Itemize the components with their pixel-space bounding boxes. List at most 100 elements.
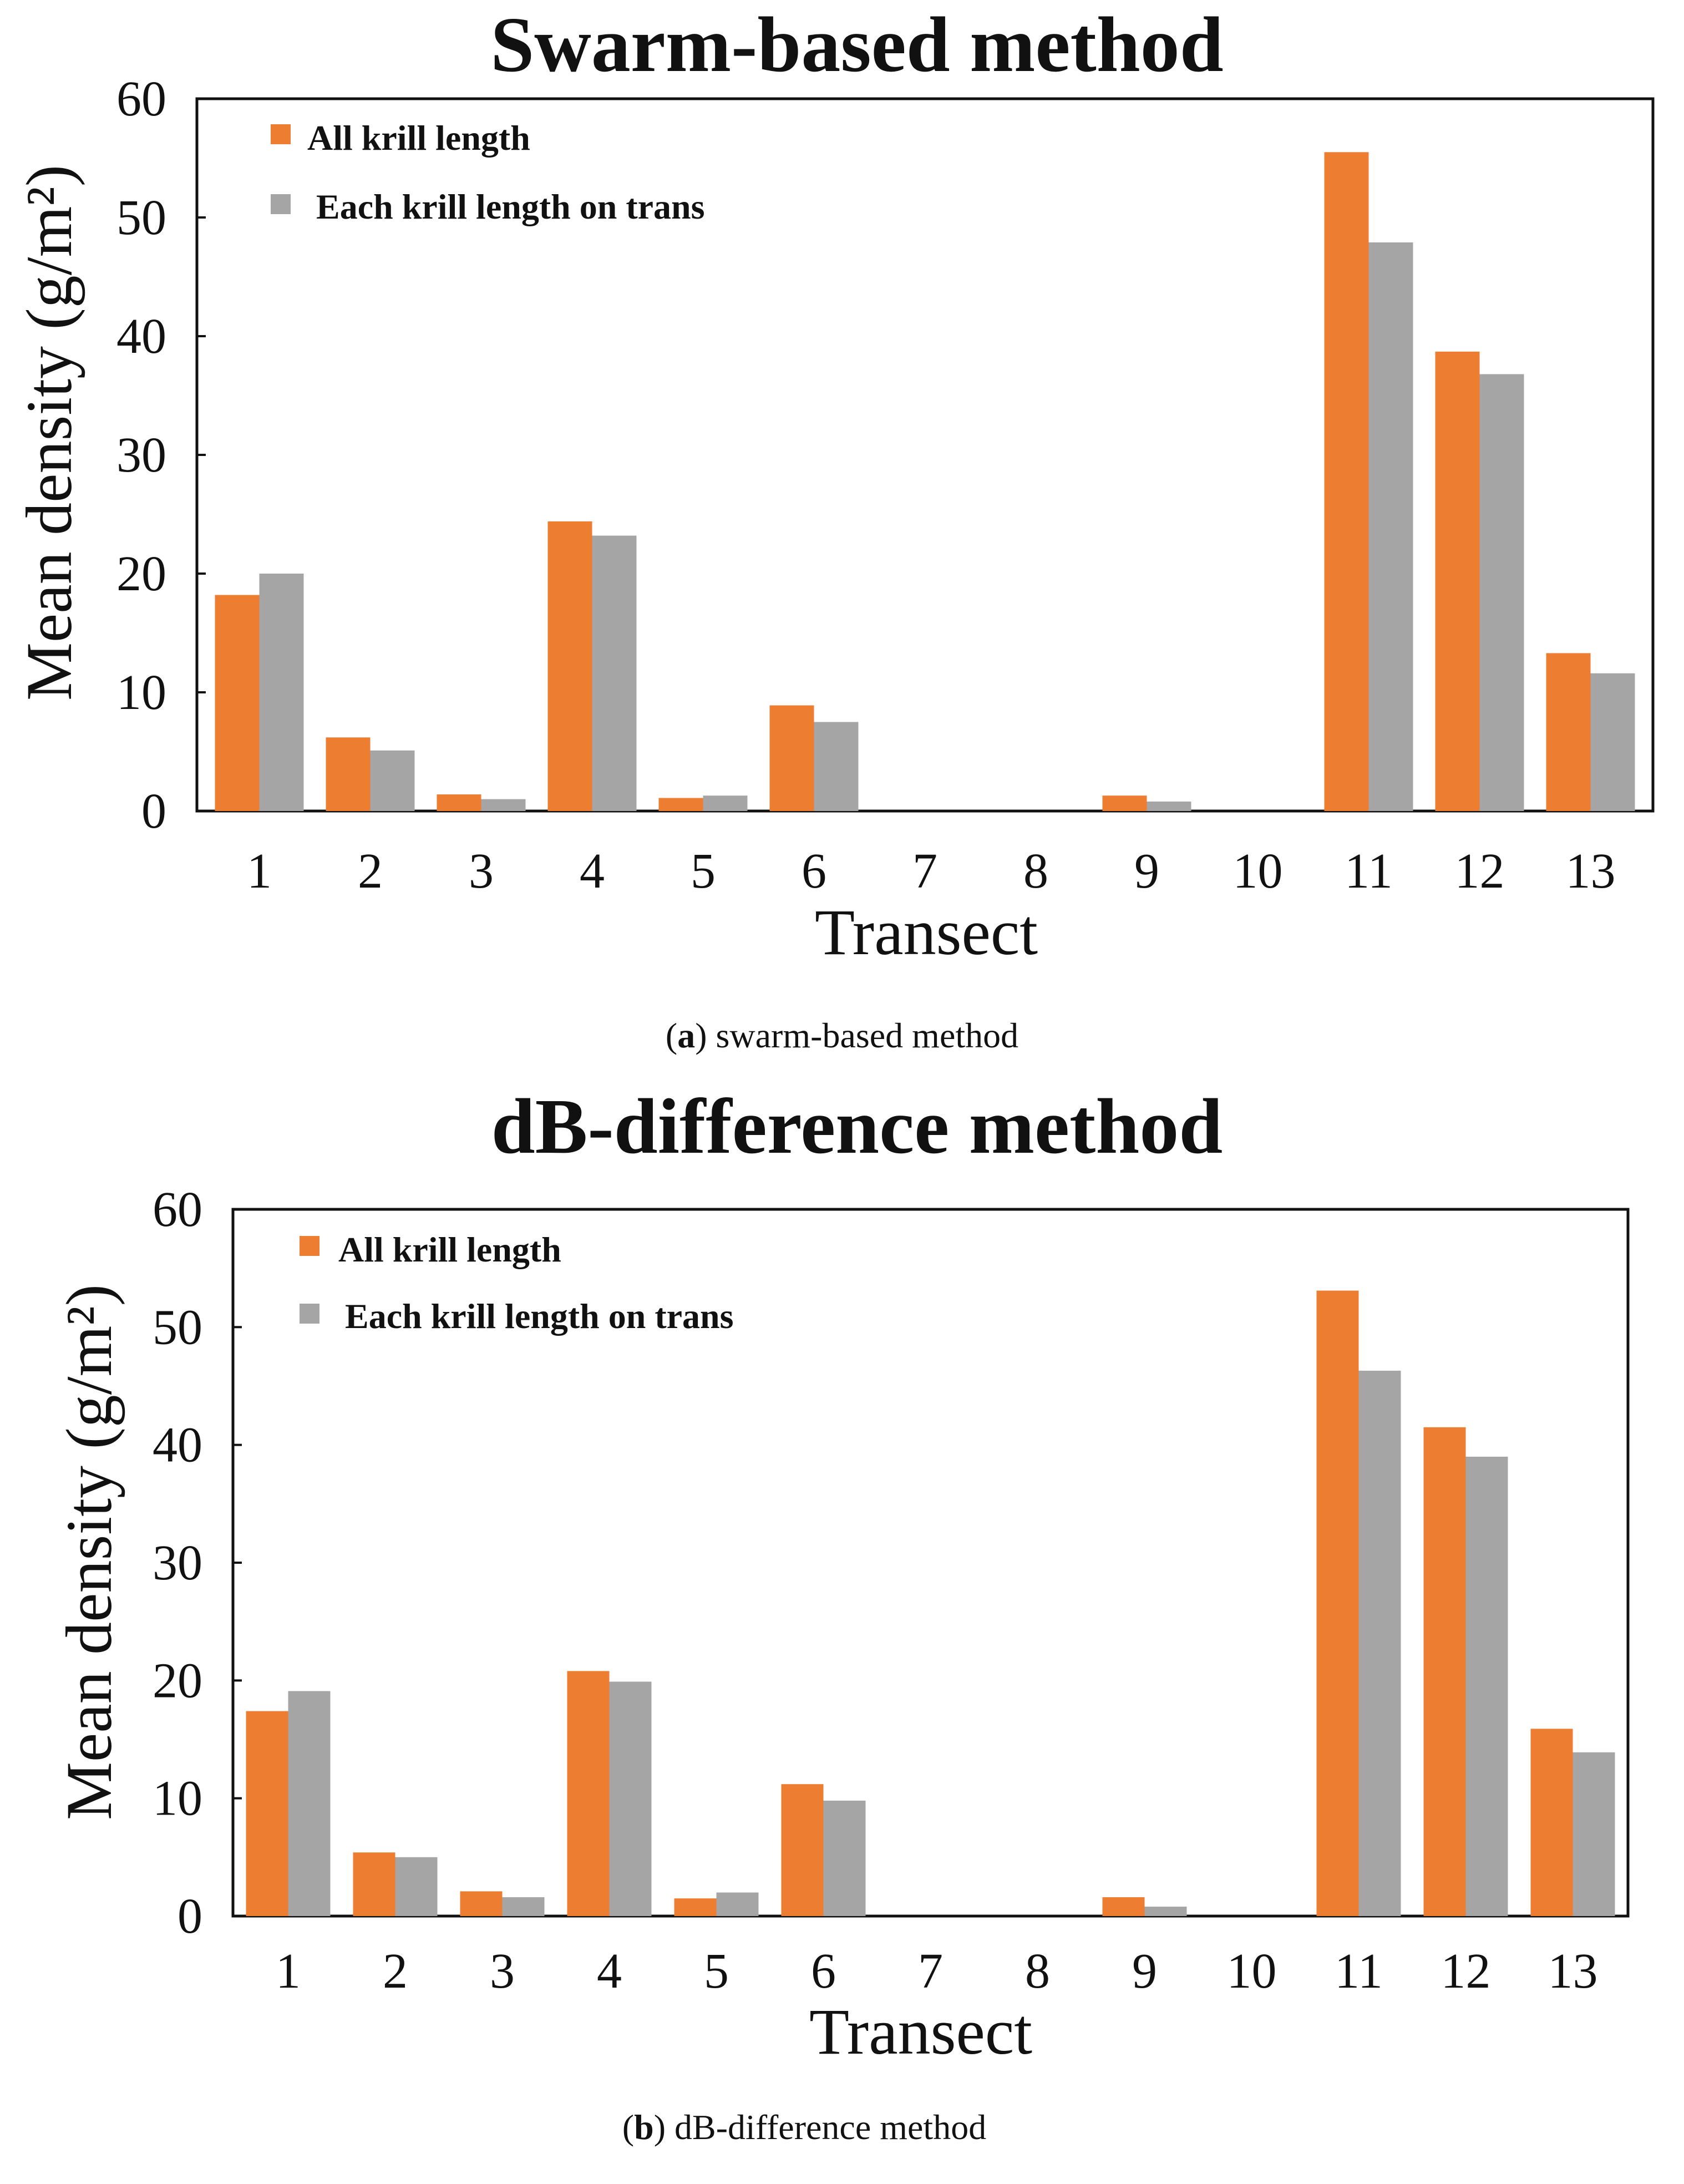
- x-tick-label: 5: [704, 1944, 729, 1999]
- bar-all-krill-13: [1546, 653, 1591, 811]
- x-tick-label: 11: [1335, 1944, 1383, 1999]
- chart-title: Swarm-based method: [490, 1, 1223, 88]
- x-tick-label: 4: [580, 844, 605, 899]
- bar-each-krill-3: [481, 799, 526, 811]
- x-axis-title: Transect: [809, 1995, 1032, 2068]
- bar-each-krill-11: [1368, 242, 1413, 812]
- bar-each-krill-12: [1479, 374, 1524, 811]
- bar-all-krill-5: [658, 798, 703, 811]
- bar-all-krill-4: [547, 521, 592, 811]
- bar-all-krill-1: [215, 595, 260, 811]
- y-tick-label: 0: [177, 1889, 202, 1944]
- caption-letter: b: [634, 2107, 654, 2147]
- x-tick-label: 13: [1566, 844, 1616, 899]
- y-tick-label: 60: [153, 1182, 202, 1237]
- x-axis-title: Transect: [815, 896, 1038, 969]
- x-tick-label: 6: [811, 1944, 836, 1999]
- y-tick-label: 20: [153, 1653, 202, 1708]
- y-tick-label: 50: [116, 190, 166, 245]
- y-tick-label: 60: [116, 72, 166, 126]
- legend-label-all-krill: All krill length: [307, 118, 530, 158]
- bar-each-krill-1: [259, 574, 304, 811]
- y-tick-label: 20: [116, 546, 166, 601]
- x-tick-label: 2: [383, 1944, 408, 1999]
- bar-each-krill-5: [716, 1892, 759, 1916]
- bar-all-krill-12: [1435, 351, 1480, 811]
- bar-all-krill-9: [1102, 795, 1147, 811]
- x-tick-label: 11: [1345, 844, 1393, 899]
- bar-all-krill-9: [1102, 1897, 1145, 1916]
- bar-each-krill-6: [823, 1800, 866, 1916]
- bar-each-krill-1: [288, 1691, 331, 1916]
- bar-all-krill-4: [567, 1671, 610, 1916]
- bar-all-krill-6: [769, 705, 814, 811]
- legend-label-each-krill: Each krill length on trans: [345, 1296, 734, 1336]
- x-tick-label: 12: [1455, 844, 1505, 899]
- x-tick-label: 7: [912, 844, 937, 899]
- x-tick-label: 12: [1441, 1944, 1491, 1999]
- chart-title: dB-difference method: [491, 1092, 1223, 1170]
- bar-each-krill-2: [370, 750, 415, 811]
- bar-all-krill-3: [437, 794, 481, 811]
- caption-text: swarm-based method: [716, 1016, 1019, 1055]
- x-tick-label: 3: [490, 1944, 515, 1999]
- x-tick-label: 8: [1023, 844, 1048, 899]
- legend-label-each-krill: Each krill length on trans: [316, 187, 705, 226]
- bar-all-krill-3: [460, 1891, 503, 1916]
- y-tick-label: 0: [141, 784, 166, 839]
- chart-panel-b: dB-difference method All krill length Ea…: [0, 1092, 1684, 2183]
- x-tick-label: 3: [469, 844, 494, 899]
- y-tick-label: 40: [116, 309, 166, 364]
- bar-each-krill-2: [395, 1857, 438, 1916]
- y-tick-label: 40: [153, 1418, 202, 1473]
- x-tick-label: 6: [802, 844, 826, 899]
- bar-all-krill-11: [1324, 152, 1369, 811]
- x-tick-label: 1: [276, 1944, 301, 1999]
- x-tick-label: 9: [1134, 844, 1159, 899]
- legend-swatch-all-krill: [271, 124, 291, 144]
- y-tick-label: 30: [153, 1536, 202, 1590]
- chart-b: dB-difference method All krill length Ea…: [53, 1092, 1630, 2147]
- bar-all-krill-12: [1423, 1427, 1466, 1916]
- bar-each-krill-5: [703, 795, 748, 811]
- x-tick-label: 8: [1025, 1944, 1050, 1999]
- y-tick-label: 50: [153, 1300, 202, 1355]
- bar-each-krill-4: [609, 1681, 652, 1916]
- bar-each-krill-9: [1144, 1907, 1187, 1916]
- bar-all-krill-13: [1530, 1729, 1573, 1916]
- legend-swatch-each-krill: [300, 1304, 319, 1324]
- x-tick-label: 7: [918, 1944, 943, 1999]
- bar-each-krill-12: [1465, 1456, 1508, 1916]
- y-axis-title: Mean density (g/m²): [53, 1284, 125, 1820]
- legend-swatch-all-krill: [300, 1236, 319, 1256]
- x-tick-label: 4: [597, 1944, 622, 1999]
- bars: [246, 1290, 1615, 1916]
- legend: All krill length Each krill length on tr…: [271, 118, 705, 226]
- bars: [215, 152, 1635, 812]
- bar-all-krill-5: [674, 1898, 717, 1916]
- bar-each-krill-3: [502, 1897, 545, 1916]
- bar-each-krill-6: [814, 722, 859, 811]
- bar-each-krill-11: [1358, 1370, 1401, 1916]
- bar-each-krill-4: [592, 535, 637, 811]
- chart-a: Swarm-based method All krill length Each…: [13, 1, 1655, 1055]
- legend-swatch-each-krill: [271, 194, 291, 214]
- y-tick-label: 10: [116, 665, 166, 720]
- caption-text: dB-difference method: [674, 2107, 986, 2147]
- x-tick-label: 5: [691, 844, 716, 899]
- x-tick-label: 10: [1233, 844, 1283, 899]
- y-axis-title: Mean density (g/m²): [13, 165, 85, 701]
- bar-all-krill-11: [1316, 1290, 1359, 1916]
- bar-each-krill-13: [1590, 673, 1635, 811]
- bar-each-krill-9: [1147, 801, 1191, 811]
- bar-all-krill-1: [246, 1711, 288, 1916]
- legend-label-all-krill: All krill length: [338, 1230, 561, 1269]
- y-tick-label: 30: [116, 428, 166, 483]
- bar-all-krill-2: [353, 1852, 395, 1916]
- figure-caption: (b) dB-difference method: [622, 2107, 986, 2147]
- x-tick-label: 10: [1227, 1944, 1277, 1999]
- y-tick-label: 10: [153, 1771, 202, 1826]
- x-tick-label: 1: [247, 844, 272, 899]
